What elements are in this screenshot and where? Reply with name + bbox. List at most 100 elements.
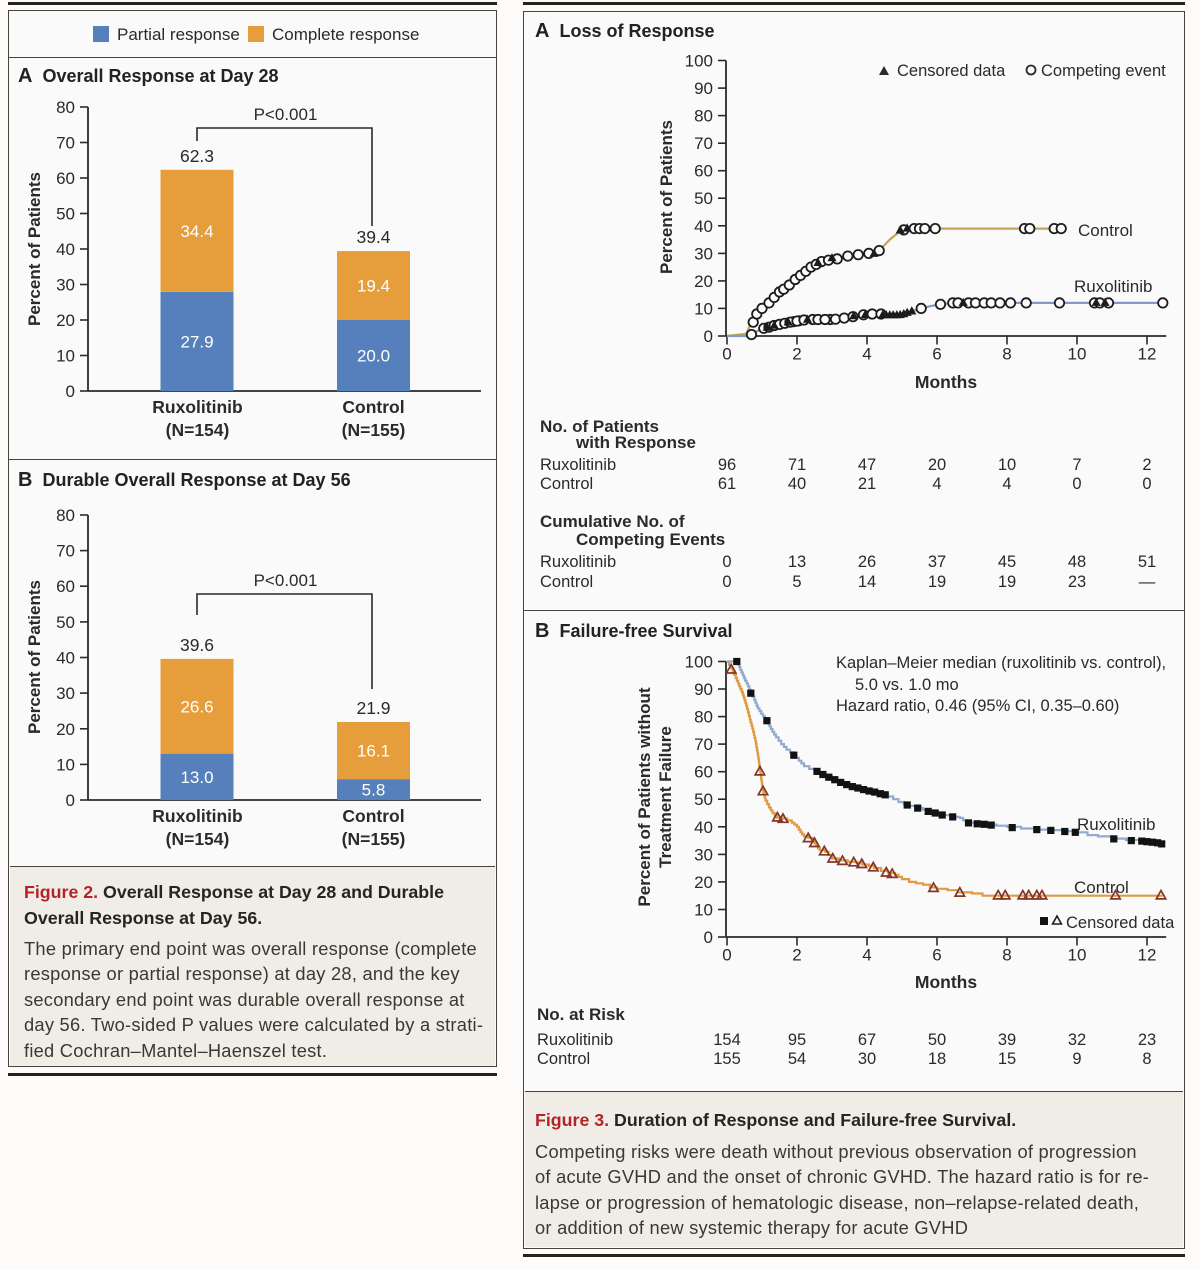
svg-text:0: 0 — [722, 553, 731, 571]
svg-text:Months: Months — [915, 972, 977, 992]
svg-text:Control: Control — [540, 475, 593, 493]
svg-text:39: 39 — [998, 1031, 1016, 1049]
svg-text:20.0: 20.0 — [357, 347, 390, 366]
svg-text:21: 21 — [858, 475, 876, 493]
svg-text:10: 10 — [998, 456, 1016, 474]
svg-text:61: 61 — [718, 475, 736, 493]
svg-text:P<0.001: P<0.001 — [254, 105, 318, 124]
svg-text:6: 6 — [932, 946, 941, 965]
svg-text:No. of Patients: No. of Patients — [540, 417, 659, 436]
svg-text:15: 15 — [998, 1050, 1016, 1068]
svg-text:8: 8 — [1002, 345, 1011, 364]
svg-text:Ruxolitinib: Ruxolitinib — [537, 1031, 613, 1049]
svg-text:Control: Control — [1078, 221, 1133, 240]
svg-text:30: 30 — [694, 845, 713, 864]
svg-text:12: 12 — [1138, 946, 1157, 965]
svg-text:80: 80 — [694, 708, 713, 727]
svg-text:30: 30 — [56, 276, 75, 295]
svg-text:P<0.001: P<0.001 — [254, 571, 318, 590]
svg-text:12: 12 — [1138, 345, 1157, 364]
svg-text:2: 2 — [1142, 456, 1151, 474]
svg-text:Percent of Patients: Percent of Patients — [657, 120, 676, 274]
svg-text:40: 40 — [56, 240, 75, 259]
svg-text:Control: Control — [540, 573, 593, 591]
svg-text:Complete response: Complete response — [272, 25, 419, 44]
svg-text:50: 50 — [694, 189, 713, 208]
svg-text:60: 60 — [56, 169, 75, 188]
svg-text:Kaplan–Meier median (ruxolitin: Kaplan–Meier median (ruxolitinib vs. con… — [836, 654, 1166, 672]
svg-text:2: 2 — [792, 946, 801, 965]
svg-text:8: 8 — [1002, 946, 1011, 965]
svg-text:14: 14 — [858, 573, 876, 591]
svg-text:13: 13 — [788, 553, 806, 571]
svg-text:10: 10 — [1068, 345, 1087, 364]
svg-text:4: 4 — [932, 475, 941, 493]
svg-text:Censored data: Censored data — [897, 62, 1006, 80]
svg-text:16.1: 16.1 — [357, 742, 390, 761]
svg-text:13.0: 13.0 — [180, 768, 213, 787]
svg-text:10: 10 — [694, 299, 713, 318]
svg-text:37: 37 — [928, 553, 946, 571]
svg-text:4: 4 — [1002, 475, 1011, 493]
svg-text:155: 155 — [713, 1050, 741, 1068]
svg-text:51: 51 — [1138, 553, 1156, 571]
svg-text:with Response: with Response — [575, 433, 696, 452]
svg-text:No. at Risk: No. at Risk — [537, 1005, 625, 1024]
svg-text:27.9: 27.9 — [180, 333, 213, 352]
svg-text:(N=155): (N=155) — [342, 420, 406, 440]
svg-text:20: 20 — [928, 456, 946, 474]
svg-text:Ruxolitinib: Ruxolitinib — [540, 456, 616, 474]
svg-text:30: 30 — [858, 1050, 876, 1068]
svg-text:20: 20 — [694, 873, 713, 892]
svg-text:5: 5 — [792, 573, 801, 591]
svg-text:95: 95 — [788, 1031, 806, 1049]
svg-text:39.4: 39.4 — [356, 227, 390, 247]
svg-text:Hazard ratio, 0.46 (95% CI, 0.: Hazard ratio, 0.46 (95% CI, 0.35–0.60) — [836, 697, 1119, 715]
svg-text:90: 90 — [694, 79, 713, 98]
svg-text:30: 30 — [694, 244, 713, 263]
svg-text:20: 20 — [56, 311, 75, 330]
svg-text:0: 0 — [722, 573, 731, 591]
svg-text:21.9: 21.9 — [356, 698, 390, 718]
svg-text:10: 10 — [56, 347, 75, 366]
svg-text:0: 0 — [704, 928, 713, 947]
svg-text:70: 70 — [694, 735, 713, 754]
svg-text:Control: Control — [342, 806, 404, 826]
svg-text:23: 23 — [1068, 573, 1086, 591]
svg-text:67: 67 — [858, 1031, 876, 1049]
svg-text:70: 70 — [56, 134, 75, 153]
svg-text:Ruxolitinib: Ruxolitinib — [1077, 815, 1155, 834]
svg-text:90: 90 — [694, 680, 713, 699]
svg-text:80: 80 — [56, 98, 75, 117]
svg-text:5.8: 5.8 — [362, 781, 386, 800]
svg-text:2: 2 — [792, 345, 801, 364]
svg-text:Months: Months — [915, 372, 977, 392]
svg-text:Ruxolitinib: Ruxolitinib — [152, 806, 242, 826]
svg-text:Treatment Failure: Treatment Failure — [656, 726, 675, 868]
svg-text:4: 4 — [862, 345, 871, 364]
svg-text:Control: Control — [342, 397, 404, 417]
svg-text:Ruxolitinib: Ruxolitinib — [1074, 277, 1152, 296]
svg-text:50: 50 — [928, 1031, 946, 1049]
svg-text:48: 48 — [1068, 553, 1086, 571]
svg-text:Ruxolitinib: Ruxolitinib — [540, 553, 616, 571]
svg-text:Censored data: Censored data — [1066, 914, 1175, 932]
svg-text:0: 0 — [722, 345, 731, 364]
svg-text:(N=154): (N=154) — [166, 420, 230, 440]
svg-text:10: 10 — [694, 901, 713, 920]
svg-text:26.6: 26.6 — [180, 697, 213, 716]
svg-text:Percent of Patients without: Percent of Patients without — [635, 687, 654, 906]
svg-text:34.4: 34.4 — [180, 222, 213, 241]
svg-text:40: 40 — [694, 217, 713, 236]
svg-text:(N=155): (N=155) — [342, 829, 406, 849]
svg-text:Ruxolitinib: Ruxolitinib — [152, 397, 242, 417]
svg-text:0: 0 — [704, 327, 713, 346]
svg-text:8: 8 — [1142, 1050, 1151, 1068]
svg-text:70: 70 — [56, 542, 75, 561]
svg-text:9: 9 — [1072, 1050, 1081, 1068]
svg-text:50: 50 — [56, 613, 75, 632]
svg-text:70: 70 — [694, 134, 713, 153]
svg-text:Cumulative No. of: Cumulative No. of — [540, 512, 685, 531]
svg-text:54: 54 — [788, 1050, 806, 1068]
svg-text:40: 40 — [788, 475, 806, 493]
